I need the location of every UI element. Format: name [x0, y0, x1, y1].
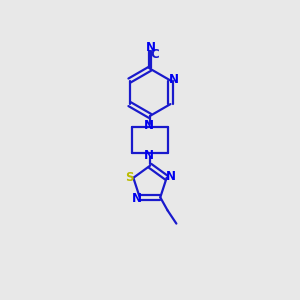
Text: S: S — [125, 171, 134, 184]
Text: N: N — [132, 192, 142, 205]
Text: N: N — [166, 170, 176, 183]
Text: C: C — [151, 48, 159, 61]
Text: N: N — [146, 41, 156, 54]
Text: N: N — [144, 149, 154, 162]
Text: N: N — [169, 73, 178, 86]
Text: N: N — [144, 119, 154, 132]
